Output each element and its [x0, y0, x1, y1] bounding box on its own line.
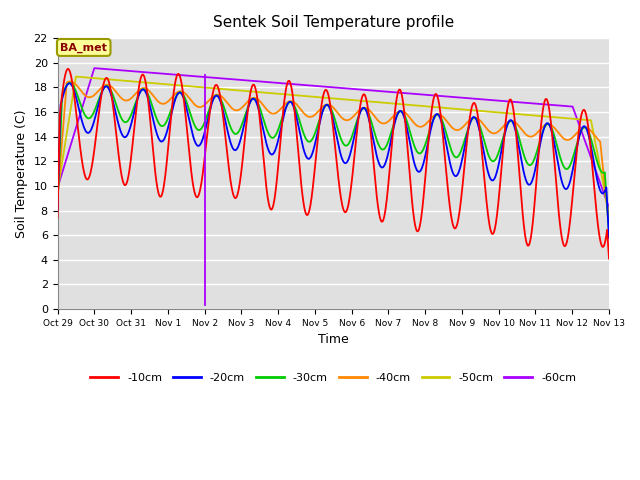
Title: Sentek Soil Temperature profile: Sentek Soil Temperature profile — [212, 15, 454, 30]
Legend: -10cm, -20cm, -30cm, -40cm, -50cm, -60cm: -10cm, -20cm, -30cm, -40cm, -50cm, -60cm — [86, 369, 580, 388]
Text: BA_met: BA_met — [60, 42, 107, 53]
Y-axis label: Soil Temperature (C): Soil Temperature (C) — [15, 109, 28, 238]
X-axis label: Time: Time — [318, 333, 349, 346]
